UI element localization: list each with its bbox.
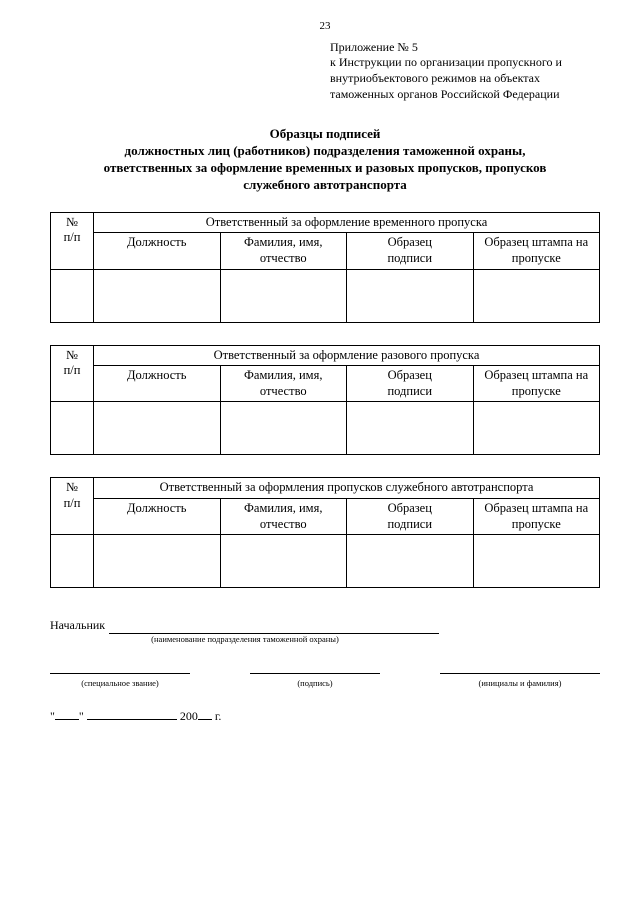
- blank-month: [87, 707, 177, 720]
- blank-day: [55, 707, 79, 720]
- col-header-stamp: Образец штампа на пропуске: [473, 233, 600, 269]
- col-header-fio: Фамилия, имя, отчество: [220, 499, 347, 535]
- table-row: [51, 402, 600, 455]
- appendix-line: к Инструкции по организации пропускного …: [330, 55, 600, 71]
- sign-subcaption: (подпись): [250, 678, 380, 689]
- col-header-position: Должность: [94, 233, 221, 269]
- title-line: должностных лиц (работников) подразделен…: [50, 143, 600, 160]
- col-header-stamp: Образец штампа на пропуске: [473, 366, 600, 402]
- col-header-stamp: Образец штампа на пропуске: [473, 499, 600, 535]
- title-line: ответственных за оформление временных и …: [50, 160, 600, 177]
- col-header-position: Должность: [94, 499, 221, 535]
- page-number: 23: [50, 20, 600, 34]
- appendix-line: Приложение № 5: [330, 40, 600, 56]
- table-vehicle-pass: № п/п Ответственный за оформления пропус…: [50, 477, 600, 588]
- blank-rank: [50, 661, 190, 674]
- table-title: Ответственный за оформления пропусков сл…: [94, 478, 600, 499]
- rank-subcaption: (специальное звание): [50, 678, 190, 689]
- blank-initials: [440, 661, 600, 674]
- table-single-pass: № п/п Ответственный за оформление разово…: [50, 345, 600, 456]
- document-title: Образцы подписей должностных лиц (работн…: [50, 126, 600, 194]
- table-row: [51, 535, 600, 588]
- document-page: 23 Приложение № 5 к Инструкции по органи…: [0, 0, 640, 900]
- table-temporary-pass: № п/п Ответственный за оформление времен…: [50, 212, 600, 323]
- chief-label: Начальник: [50, 618, 105, 634]
- signature-block: Начальник (наименование подразделения та…: [50, 618, 600, 723]
- name-subcaption: (инициалы и фамилия): [440, 678, 600, 689]
- col-header-position: Должность: [94, 366, 221, 402]
- date-line: "" 200 г.: [50, 707, 600, 724]
- table-row: [51, 269, 600, 322]
- blank-dept-name: [109, 621, 439, 634]
- col-header-fio: Фамилия, имя, отчество: [220, 366, 347, 402]
- col-header-signature: Образец подписи: [347, 366, 474, 402]
- table-title: Ответственный за оформление временного п…: [94, 212, 600, 233]
- chief-line: Начальник: [50, 618, 600, 634]
- col-header-num: № п/п: [51, 478, 94, 535]
- appendix-line: таможенных органов Российской Федерации: [330, 87, 600, 103]
- blank-year-digit: [198, 707, 212, 720]
- chief-subcaption: (наименование подразделения таможенной о…: [50, 634, 440, 645]
- appendix-block: Приложение № 5 к Инструкции по организац…: [330, 40, 600, 102]
- blank-signature: [250, 661, 380, 674]
- title-line: Образцы подписей: [50, 126, 600, 143]
- col-header-num: № п/п: [51, 345, 94, 402]
- signature-row: (специальное звание) (подпись) (инициалы…: [50, 661, 600, 689]
- col-header-signature: Образец подписи: [347, 499, 474, 535]
- table-title: Ответственный за оформление разового про…: [94, 345, 600, 366]
- col-header-signature: Образец подписи: [347, 233, 474, 269]
- title-line: служебного автотранспорта: [50, 177, 600, 194]
- appendix-line: внутриобъектового режимов на объектах: [330, 71, 600, 87]
- col-header-fio: Фамилия, имя, отчество: [220, 233, 347, 269]
- col-header-num: № п/п: [51, 212, 94, 269]
